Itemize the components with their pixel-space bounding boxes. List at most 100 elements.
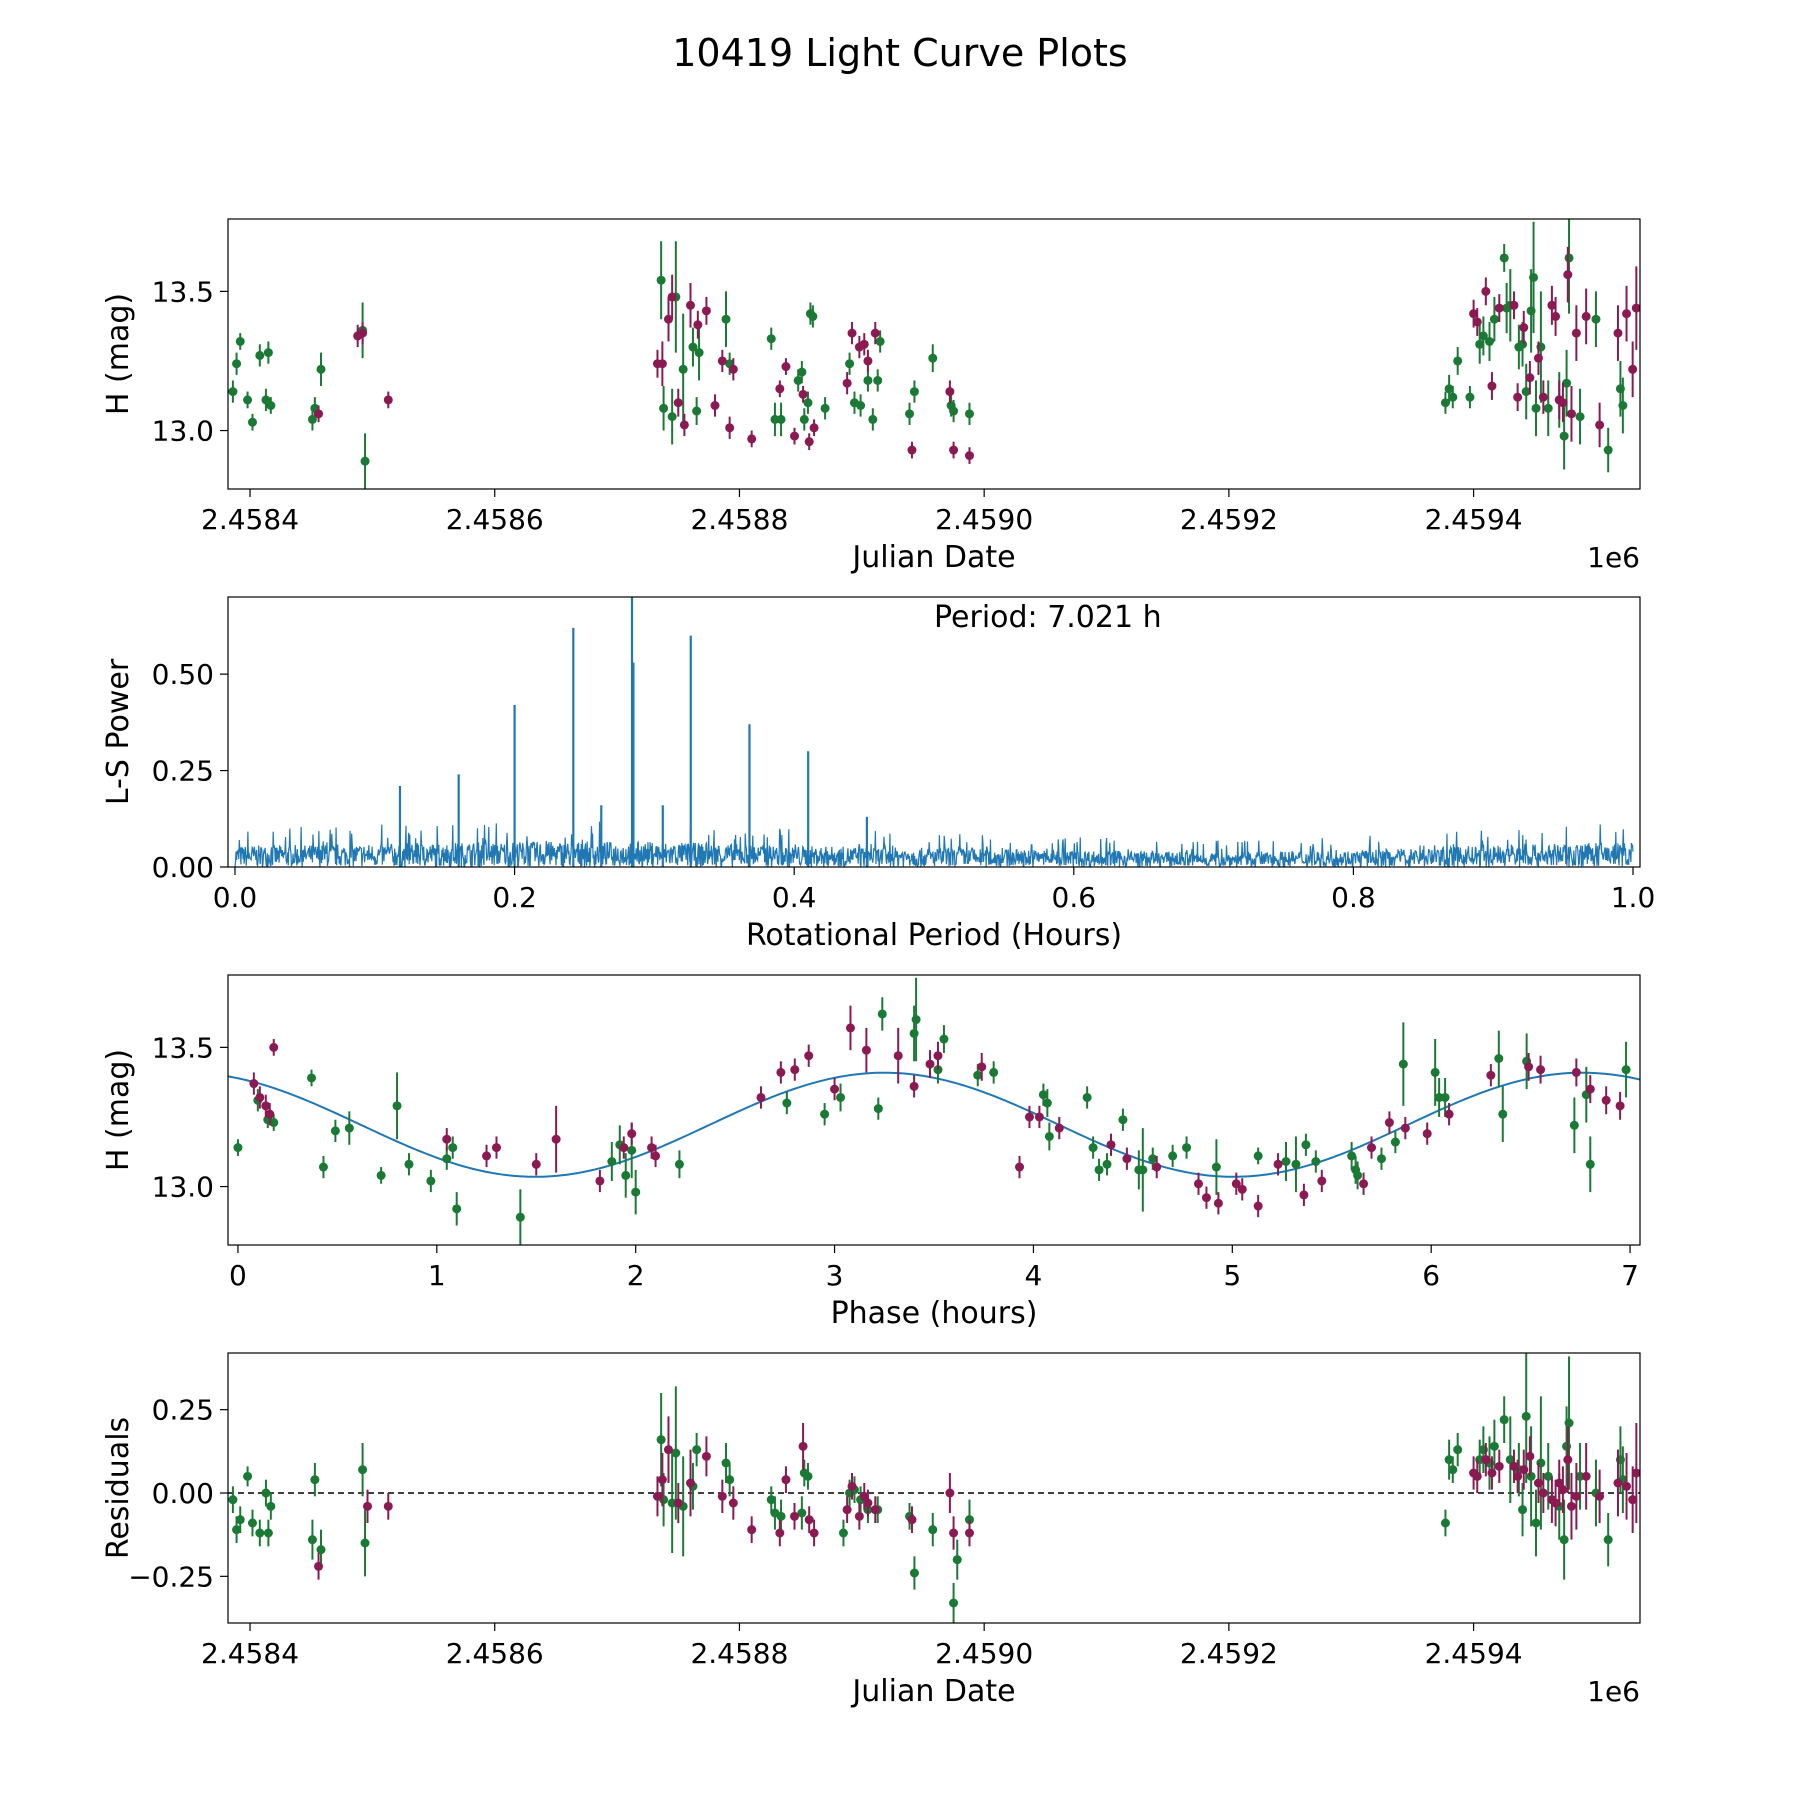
data-point-green-4 (307, 1073, 317, 1083)
data-point-green-22 (725, 1475, 735, 1485)
data-point-green-54 (1485, 336, 1495, 346)
data-point-green-16 (667, 412, 677, 422)
data-point-green-52 (1518, 1505, 1528, 1515)
data-point-purple-13 (710, 400, 720, 410)
x-tick-label-3: 0.6 (1052, 881, 1097, 914)
data-point-green-42 (1138, 1165, 1148, 1175)
x-tick-label-7: 7 (1621, 1259, 1639, 1292)
x-tick-label-3: 3 (826, 1259, 844, 1292)
data-point-green-5 (255, 1528, 265, 1538)
data-point-green-41 (1440, 1518, 1450, 1528)
x-tick-label-4: 0.8 (1331, 881, 1376, 914)
data-point-purple-33 (1152, 1162, 1162, 1172)
x-tick-label-4: 2.4592 (1180, 1637, 1278, 1670)
data-point-green-47 (1253, 1151, 1263, 1161)
data-point-purple-48 (1444, 1109, 1454, 1119)
data-point-purple-32 (949, 445, 959, 455)
y-tick-label-2: 0.50 (152, 658, 214, 691)
data-point-purple-41 (1299, 1190, 1309, 1200)
data-point-green-61 (1521, 387, 1531, 397)
panels: 2.4584 2.4586 2.4588 2.4590 2.4592 2.4594 13.0… (101, 218, 1656, 1709)
data-point-purple-32 (1122, 1154, 1132, 1164)
data-point-green-49 (1291, 1159, 1301, 1169)
data-point-purple-23 (809, 423, 819, 433)
data-point-purple-34 (1513, 1471, 1523, 1481)
data-point-purple-17 (809, 1528, 819, 1538)
data-point-green-22 (782, 1098, 792, 1108)
data-point-purple-42 (1525, 373, 1535, 383)
data-point-purple-18 (842, 1505, 852, 1515)
data-point-purple-16 (728, 364, 738, 374)
data-point-green-52 (1347, 1151, 1357, 1161)
data-point-purple-3 (265, 1109, 275, 1119)
data-point-green-38 (1094, 1165, 1104, 1175)
data-point-purple-12 (701, 306, 711, 316)
data-point-green-42 (1444, 1455, 1454, 1465)
data-point-purple-25 (945, 1488, 955, 1498)
data-point-purple-4 (657, 1475, 667, 1485)
data-point-green-38 (868, 414, 878, 424)
data-point-purple-47 (1422, 1129, 1432, 1139)
x-offset-label: 1e6 (1587, 541, 1640, 574)
data-point-purple-29 (1472, 1471, 1482, 1481)
data-point-purple-27 (1015, 1162, 1025, 1172)
data-point-green-54 (1353, 1170, 1363, 1180)
data-point-purple-3 (383, 395, 393, 405)
x-tick-label-2: 2 (627, 1259, 645, 1292)
data-point-purple-8 (701, 1451, 711, 1461)
axes-frame (227, 974, 1641, 1246)
data-point-purple-27 (964, 1528, 974, 1538)
data-point-green-45 (1182, 1143, 1192, 1153)
x-tick-label-5: 1.0 (1611, 881, 1656, 914)
data-point-green-39 (952, 1555, 962, 1565)
data-point-green-33 (1038, 1090, 1048, 1100)
data-point-purple-46 (1400, 1123, 1410, 1133)
data-point-purple-10 (728, 1498, 738, 1508)
data-point-green-8 (266, 400, 276, 410)
x-tick-label-4: 2.4592 (1180, 503, 1278, 536)
data-point-purple-8 (673, 398, 683, 408)
data-point-purple-41 (1554, 1478, 1564, 1488)
data-point-purple-55 (1615, 1101, 1625, 1111)
x-tick-label-2: 0.4 (772, 881, 817, 914)
data-point-green-30 (939, 1034, 949, 1044)
figure-title: 10419 Light Curve Plots (672, 31, 1127, 75)
data-point-green-69 (1562, 378, 1572, 388)
data-point-green-23 (766, 1495, 776, 1505)
data-point-green-46 (1211, 1162, 1221, 1172)
data-point-green-38 (949, 1598, 959, 1608)
data-point-purple-39 (1509, 300, 1519, 310)
data-point-green-45 (949, 406, 959, 416)
data-point-green-72 (1591, 314, 1601, 324)
data-point-purple-21 (798, 389, 808, 399)
data-point-green-29 (799, 414, 809, 424)
data-point-purple-2 (358, 328, 368, 338)
data-point-green-11 (426, 1176, 436, 1186)
data-point-purple-50 (1566, 409, 1576, 419)
data-point-purple-36 (1213, 1198, 1223, 1208)
data-point-purple-15 (798, 1441, 808, 1451)
data-point-green-53 (1478, 331, 1488, 341)
x-tick-label-2: 2.4588 (690, 503, 788, 536)
data-point-purple-14 (790, 1511, 800, 1521)
data-point-green-21 (694, 348, 704, 358)
data-point-green-62 (1498, 1109, 1508, 1119)
data-point-purple-22 (863, 1498, 873, 1508)
data-point-purple-21 (861, 1045, 871, 1055)
data-point-green-6 (261, 1488, 271, 1498)
data-point-green-29 (838, 1528, 848, 1538)
x-tick-label-2: 2.4588 (690, 1637, 788, 1670)
y-tick-label-0: 0.00 (152, 851, 214, 884)
data-point-purple-38 (1538, 1488, 1548, 1498)
data-point-green-2 (235, 336, 245, 346)
data-point-green-5 (255, 350, 265, 360)
x-tick-label-4: 4 (1025, 1259, 1043, 1292)
data-point-purple-32 (1494, 1461, 1504, 1471)
data-point-purple-31 (945, 387, 955, 397)
data-point-green-6 (330, 1126, 340, 1136)
y-tick-label-1: 0.00 (152, 1477, 214, 1510)
data-point-purple-23 (909, 1081, 919, 1091)
data-point-purple-10 (595, 1176, 605, 1186)
data-point-purple-46 (1551, 311, 1561, 321)
y-tick-label-2: 0.25 (152, 1394, 214, 1427)
